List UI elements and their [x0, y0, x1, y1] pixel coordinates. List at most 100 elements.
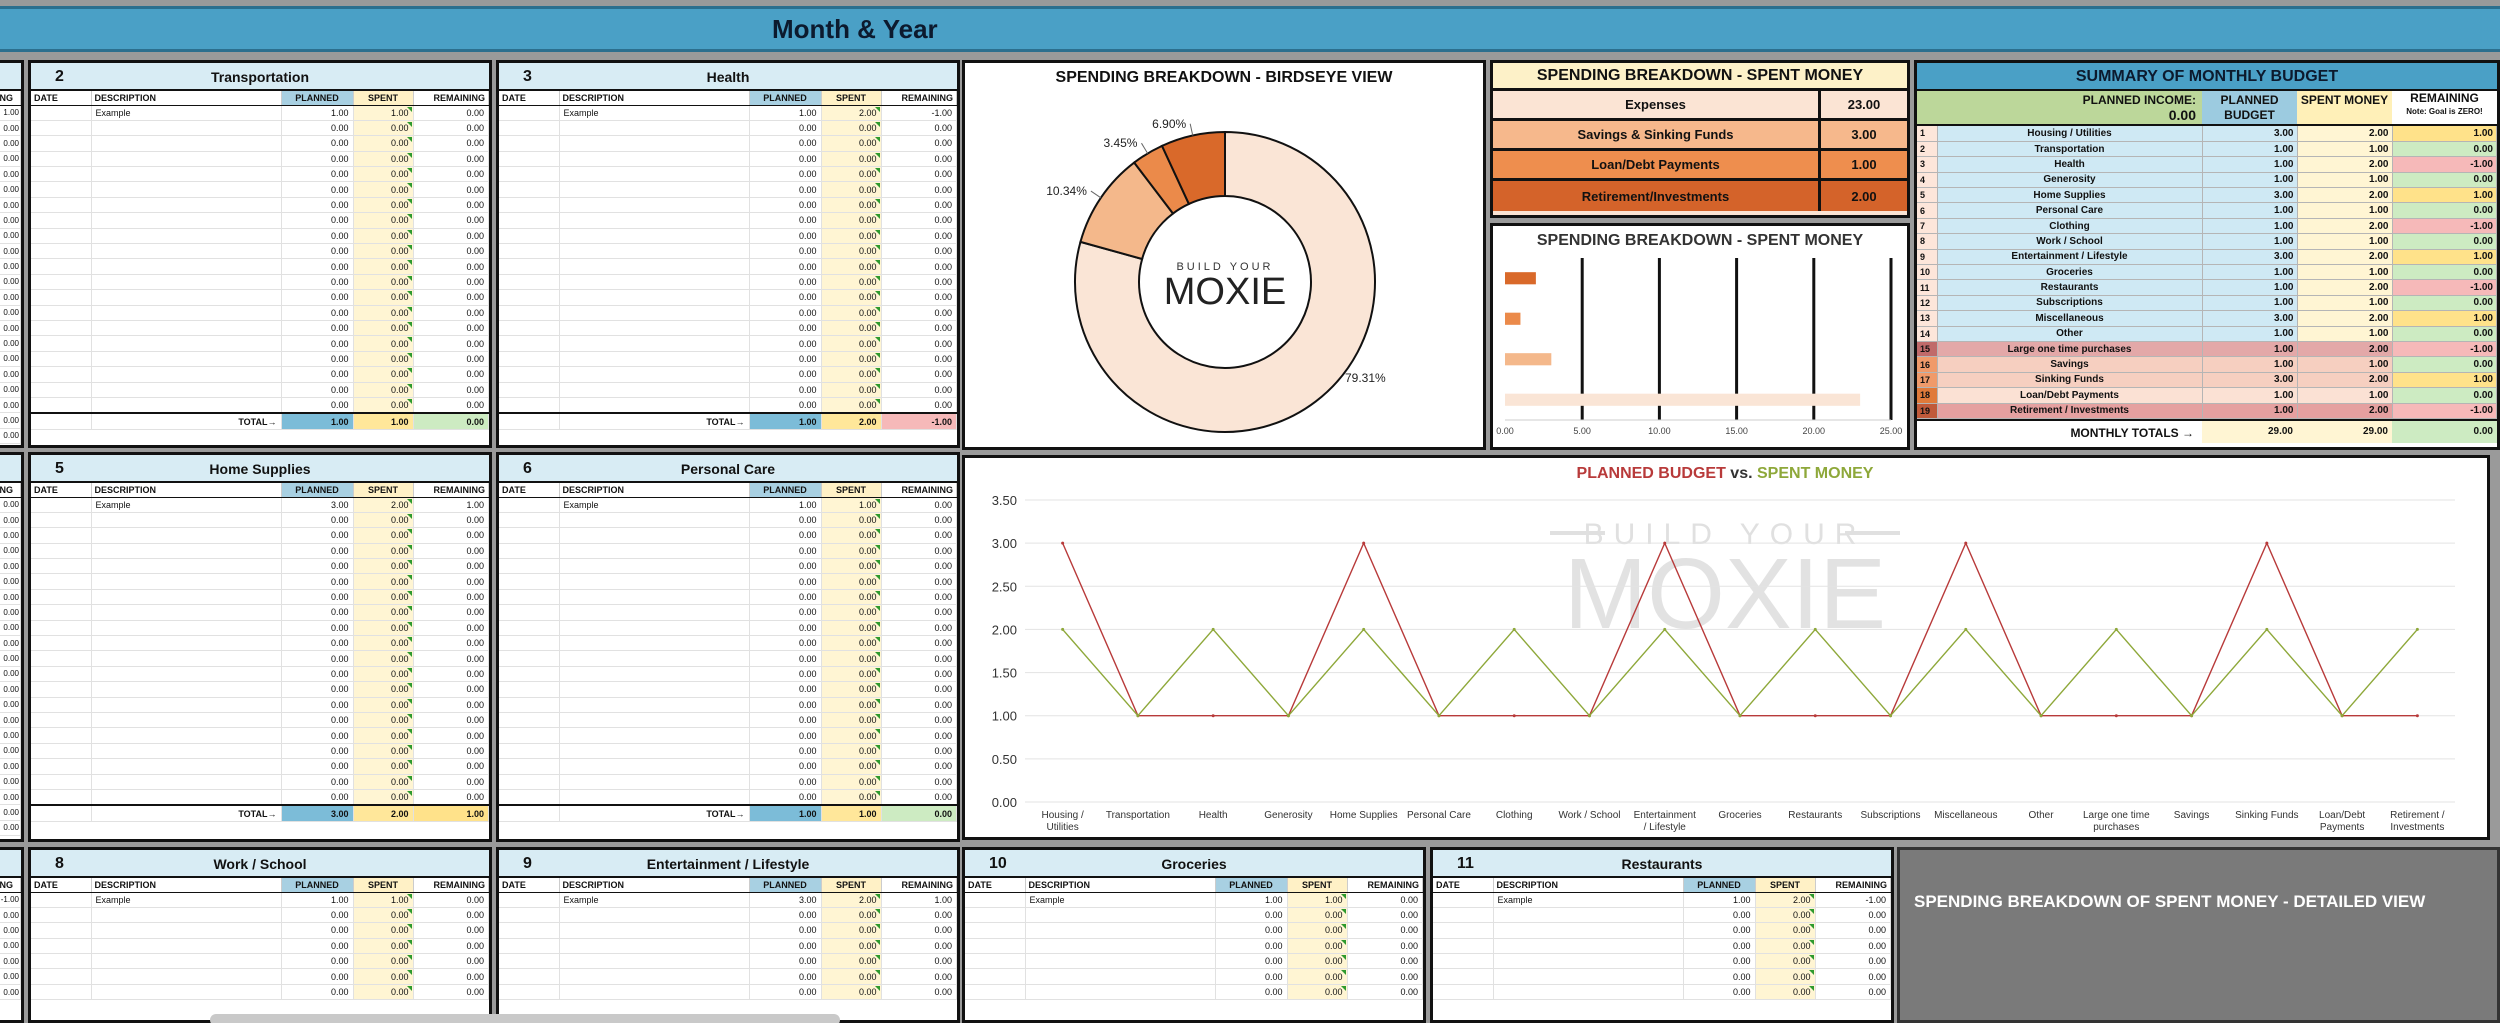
spent-cell[interactable]: 0.00 [821, 635, 882, 652]
spent-cell[interactable]: 0.00 [353, 274, 414, 291]
spent-cell[interactable]: 0.00 [353, 573, 414, 590]
planned-cell[interactable]: 0.00 [749, 258, 822, 275]
spent-cell[interactable]: 0.00 [821, 228, 882, 245]
strip-cell[interactable]: 0.00 [0, 697, 21, 713]
description-cell[interactable] [559, 228, 750, 245]
date-cell[interactable] [499, 892, 560, 908]
date-cell[interactable] [31, 166, 92, 183]
date-cell[interactable] [499, 258, 560, 275]
planned-cell[interactable]: 0.00 [281, 181, 354, 198]
date-cell[interactable] [499, 743, 560, 760]
spent-cell[interactable]: 0.00 [821, 758, 882, 775]
planned-cell[interactable]: 0.00 [281, 228, 354, 245]
planned-cell[interactable]: 1.00 [749, 105, 822, 121]
strip-cell[interactable]: 0.00 [0, 366, 21, 383]
planned-cell[interactable]: 0.00 [749, 697, 822, 713]
strip-cell[interactable]: 0.00 [0, 289, 21, 306]
description-cell[interactable] [91, 984, 282, 1001]
description-cell[interactable] [559, 512, 750, 529]
description-cell[interactable]: Example [91, 892, 282, 908]
planned-cell[interactable]: 0.00 [281, 789, 354, 806]
planned-cell[interactable]: 0.00 [749, 351, 822, 368]
description-cell[interactable]: Example [559, 497, 750, 513]
description-cell[interactable] [1493, 907, 1684, 924]
date-cell[interactable] [499, 335, 560, 352]
date-cell[interactable] [31, 727, 92, 744]
planned-cell[interactable]: 0.00 [749, 789, 822, 806]
description-cell[interactable] [91, 397, 282, 414]
planned-cell[interactable]: 0.00 [1683, 968, 1756, 985]
date-cell[interactable] [31, 397, 92, 414]
planned-cell[interactable]: 0.00 [749, 228, 822, 245]
date-cell[interactable] [499, 789, 560, 806]
description-cell[interactable] [91, 512, 282, 529]
spent-cell[interactable]: 0.00 [821, 397, 882, 414]
spent-cell[interactable]: 0.00 [353, 907, 414, 924]
date-cell[interactable] [499, 320, 560, 337]
planned-cell[interactable]: 0.00 [281, 953, 354, 970]
date-cell[interactable] [31, 181, 92, 198]
strip-cell[interactable]: 0.00 [0, 922, 21, 939]
date-cell[interactable] [31, 892, 92, 908]
spent-cell[interactable]: 0.00 [821, 274, 882, 291]
date-cell[interactable] [31, 620, 92, 637]
date-cell[interactable] [499, 212, 560, 229]
description-cell[interactable] [91, 212, 282, 229]
planned-cell[interactable]: 0.00 [281, 543, 354, 560]
description-cell[interactable] [91, 743, 282, 760]
spent-cell[interactable]: 0.00 [353, 922, 414, 939]
planned-cell[interactable]: 0.00 [281, 697, 354, 713]
date-cell[interactable] [1433, 968, 1494, 985]
date-cell[interactable] [31, 151, 92, 168]
spent-cell[interactable]: 0.00 [1287, 922, 1348, 939]
spent-cell[interactable]: 0.00 [821, 243, 882, 260]
spent-cell[interactable]: 1.00 [1287, 892, 1348, 908]
strip-cell[interactable]: 0.00 [0, 666, 21, 683]
description-cell[interactable]: Example [1493, 892, 1684, 908]
strip-cell[interactable]: 0.00 [0, 743, 21, 760]
strip-cell[interactable]: 0.00 [0, 120, 21, 137]
strip-cell[interactable]: 0.00 [0, 181, 21, 198]
date-cell[interactable] [965, 907, 1026, 924]
description-cell[interactable] [91, 604, 282, 621]
planned-cell[interactable]: 0.00 [281, 558, 354, 575]
planned-cell[interactable]: 0.00 [281, 166, 354, 183]
strip-cell[interactable]: 0.00 [0, 712, 21, 729]
planned-cell[interactable]: 0.00 [749, 120, 822, 137]
description-cell[interactable] [559, 727, 750, 744]
date-cell[interactable] [965, 922, 1026, 939]
spent-cell[interactable]: 0.00 [353, 289, 414, 306]
description-cell[interactable] [559, 666, 750, 683]
planned-cell[interactable]: 0.00 [281, 243, 354, 260]
planned-cell[interactable]: 0.00 [281, 984, 354, 1001]
description-cell[interactable] [91, 558, 282, 575]
planned-cell[interactable]: 0.00 [281, 774, 354, 790]
planned-cell[interactable]: 0.00 [749, 984, 822, 1001]
spent-cell[interactable]: 0.00 [821, 382, 882, 398]
spent-cell[interactable]: 0.00 [1287, 968, 1348, 985]
spent-cell[interactable]: 0.00 [353, 589, 414, 606]
date-cell[interactable] [31, 922, 92, 939]
date-cell[interactable] [965, 953, 1026, 970]
planned-cell[interactable]: 0.00 [749, 151, 822, 168]
planned-cell[interactable]: 0.00 [1215, 922, 1288, 939]
strip-cell[interactable]: 0.00 [0, 789, 21, 806]
date-cell[interactable] [499, 635, 560, 652]
planned-cell[interactable]: 0.00 [749, 243, 822, 260]
description-cell[interactable] [1025, 938, 1216, 955]
description-cell[interactable] [559, 968, 750, 985]
strip-cell[interactable]: 0.00 [0, 527, 21, 544]
strip-cell[interactable]: 0.00 [0, 907, 21, 924]
planned-cell[interactable]: 0.00 [1215, 938, 1288, 955]
spent-cell[interactable]: 2.00 [1755, 892, 1816, 908]
planned-cell[interactable]: 0.00 [749, 274, 822, 291]
description-cell[interactable] [559, 774, 750, 790]
spent-cell[interactable]: 0.00 [821, 181, 882, 198]
planned-cell[interactable]: 0.00 [749, 666, 822, 683]
date-cell[interactable] [31, 258, 92, 275]
spent-cell[interactable]: 0.00 [353, 243, 414, 260]
description-cell[interactable] [559, 743, 750, 760]
spent-cell[interactable]: 0.00 [1287, 984, 1348, 1001]
planned-cell[interactable]: 0.00 [281, 512, 354, 529]
horizontal-scrollbar[interactable] [210, 1014, 840, 1023]
